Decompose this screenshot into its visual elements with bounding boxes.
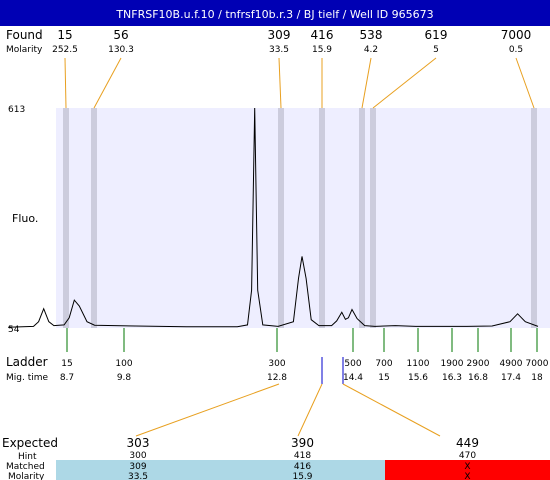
- matched-cell: [385, 460, 550, 480]
- ladder-size-label: 300: [268, 359, 285, 369]
- found-connector: [515, 57, 535, 109]
- matched-value: X: [464, 462, 470, 472]
- ladder-time-label: 16.3: [442, 373, 462, 383]
- peak-bands: [63, 108, 537, 328]
- peak-band: [370, 108, 376, 328]
- peak-band: [531, 108, 537, 328]
- expected-size-label: 303: [127, 436, 150, 450]
- found-size-label: 309: [268, 28, 291, 42]
- peak-band: [319, 108, 325, 328]
- peak-band: [278, 108, 284, 328]
- ladder-size-label: 1900: [441, 359, 464, 369]
- ladder-size-label: 2900: [467, 359, 490, 369]
- found-peaks: 15 252.5 56 130.3 309 33.5 416 15.9 538 4.2 619 5 70…: [52, 28, 535, 109]
- molarity-table-label: Molarity: [8, 472, 45, 480]
- ladder-time-label: 15.6: [408, 373, 428, 383]
- hint-row-label: Hint: [18, 452, 37, 462]
- matched-molarity-value: X: [464, 472, 470, 480]
- ladder-time-label: 16.8: [468, 373, 488, 383]
- peak-band: [359, 108, 365, 328]
- ladder-row-label: Ladder: [6, 355, 48, 369]
- ladder-size-label: 7000: [526, 359, 549, 369]
- hint-value: 300: [129, 451, 146, 461]
- found-molarity-label: 0.5: [509, 45, 523, 55]
- ladder-markers: 15 8.7 100 9.8 300 12.8 500 14.4 700 15 1100 15.6 19…: [60, 328, 549, 383]
- title-bar: [0, 0, 550, 26]
- trace-line: [7, 107, 539, 328]
- matched-value: 416: [294, 462, 311, 472]
- found-molarity-label: 33.5: [269, 45, 289, 55]
- chart-title: TNFRSF10B.u.f.10 / tnfrsf10b.r.3 / BJ ti…: [115, 8, 433, 21]
- found-connector: [361, 57, 372, 109]
- matched-value: 309: [129, 462, 146, 472]
- found-molarity-label: 5: [433, 45, 439, 55]
- expected-connector: [297, 383, 323, 437]
- ladder-time-label: 18: [531, 373, 543, 383]
- found-size-label: 619: [425, 28, 448, 42]
- y-tick-max: 613: [8, 105, 25, 115]
- peak-band: [91, 108, 97, 328]
- ladder-time-label: 8.7: [60, 373, 74, 383]
- ladder-time-label: 17.4: [501, 373, 521, 383]
- y-axis-label: Fluo.: [12, 212, 38, 225]
- found-molarity-label: 252.5: [52, 45, 78, 55]
- matched-molarity-value: 15.9: [292, 472, 312, 480]
- found-row-label: Found: [6, 28, 43, 42]
- expected-size-label: 449: [456, 436, 479, 450]
- ladder-time-label: 12.8: [267, 373, 287, 383]
- found-size-label: 538: [360, 28, 383, 42]
- found-molarity-label: 4.2: [364, 45, 378, 55]
- found-size-label: 56: [113, 28, 128, 42]
- ladder-size-label: 4900: [500, 359, 523, 369]
- found-size-label: 15: [57, 28, 72, 42]
- expected-connector: [342, 383, 441, 437]
- hint-value: 418: [294, 451, 311, 461]
- matched-cell: [220, 460, 385, 480]
- found-connector: [372, 57, 437, 109]
- found-connector: [93, 57, 122, 109]
- found-size-label: 7000: [501, 28, 532, 42]
- found-connector: [278, 57, 282, 109]
- ladder-time-label: 9.8: [117, 373, 132, 383]
- found-connector: [64, 57, 67, 109]
- ladder-size-label: 1100: [407, 359, 430, 369]
- peak-band: [63, 108, 69, 328]
- ladder-time-label: 14.4: [343, 373, 363, 383]
- found-molarity-label: 130.3: [108, 45, 134, 55]
- ladder-size-label: 700: [375, 359, 392, 369]
- mig-time-row-label: Mig. time: [6, 373, 48, 383]
- expected-row-label: Expected: [2, 436, 58, 450]
- expected-connector: [135, 383, 280, 437]
- ladder-size-label: 500: [344, 359, 361, 369]
- expected-size-label: 390: [291, 436, 314, 450]
- found-molarity-label: 15.9: [312, 45, 332, 55]
- y-tick-min: 54: [8, 325, 20, 335]
- ladder-time-label: 15: [378, 373, 389, 383]
- ladder-size-label: 100: [115, 359, 132, 369]
- matched-molarity-value: 33.5: [128, 472, 148, 480]
- peak-position-markers: [321, 357, 344, 384]
- hint-value: 470: [459, 451, 476, 461]
- found-size-label: 416: [311, 28, 334, 42]
- matched-row-label: Matched: [6, 462, 45, 472]
- ladder-size-label: 15: [61, 359, 72, 369]
- matched-cell: [56, 460, 220, 480]
- expected-connectors: [135, 383, 441, 437]
- plot-area: [56, 108, 550, 328]
- molarity-row-label: Molarity: [6, 45, 43, 55]
